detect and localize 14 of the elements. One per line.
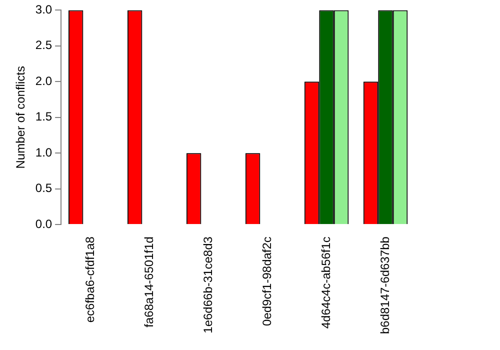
x-tick-label: fa68a14-6501f1d (142, 236, 156, 328)
x-tick-label: b6d8147-6d637bb (378, 236, 392, 334)
x-tick-label: ec6fba6-cfdf1a8 (82, 236, 97, 323)
y-tick-label: 1.0 (35, 145, 52, 160)
y-tick-label: 3.0 (35, 2, 52, 17)
y-axis-title: Number of conflicts (14, 66, 28, 169)
y-tick-label: 1.5 (35, 110, 52, 124)
y-tick-label: 0.0 (35, 216, 52, 231)
x-tick-label: 1e6d66b-31ce8d3 (200, 236, 215, 334)
y-tick-label: 2.5 (35, 38, 52, 52)
y-tick-label: 0.5 (35, 181, 52, 196)
x-tick-label: 4d64c4c-ab56f1c (318, 236, 333, 329)
x-tick-label: 0ed9cf1-98daf2c (260, 236, 274, 326)
y-tick-label: 2.0 (35, 74, 52, 88)
